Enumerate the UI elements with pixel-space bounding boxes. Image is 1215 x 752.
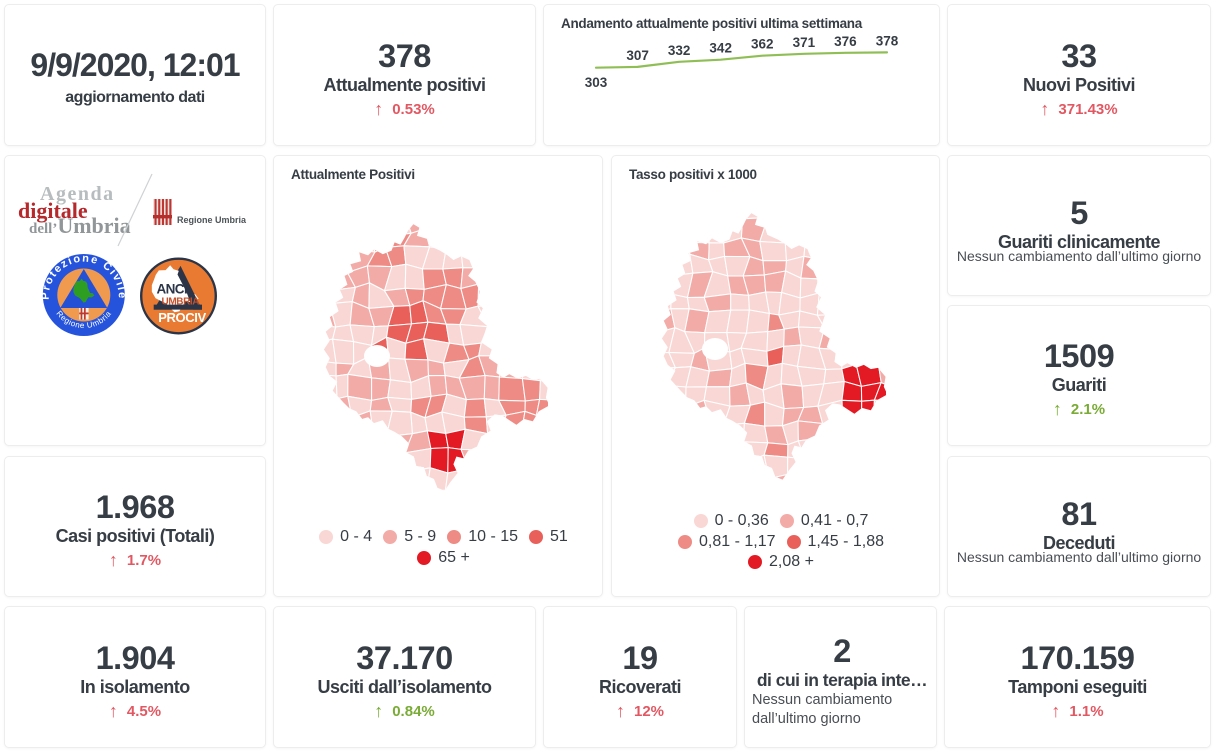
svg-text:332: 332 [668, 43, 691, 58]
svg-text:378: 378 [876, 33, 899, 48]
svg-text:ANCI: ANCI [157, 281, 188, 296]
svg-text:UMBRIA: UMBRIA [162, 296, 200, 307]
svg-text:362: 362 [751, 37, 774, 52]
svg-text:Regione Umbria: Regione Umbria [177, 215, 247, 225]
svg-text:PROCIV: PROCIV [158, 310, 206, 325]
svg-text:342: 342 [709, 41, 732, 56]
svg-text:303: 303 [585, 75, 608, 90]
svg-text:376: 376 [834, 34, 857, 49]
svg-text:307: 307 [626, 48, 649, 63]
svg-text:371: 371 [793, 35, 816, 50]
